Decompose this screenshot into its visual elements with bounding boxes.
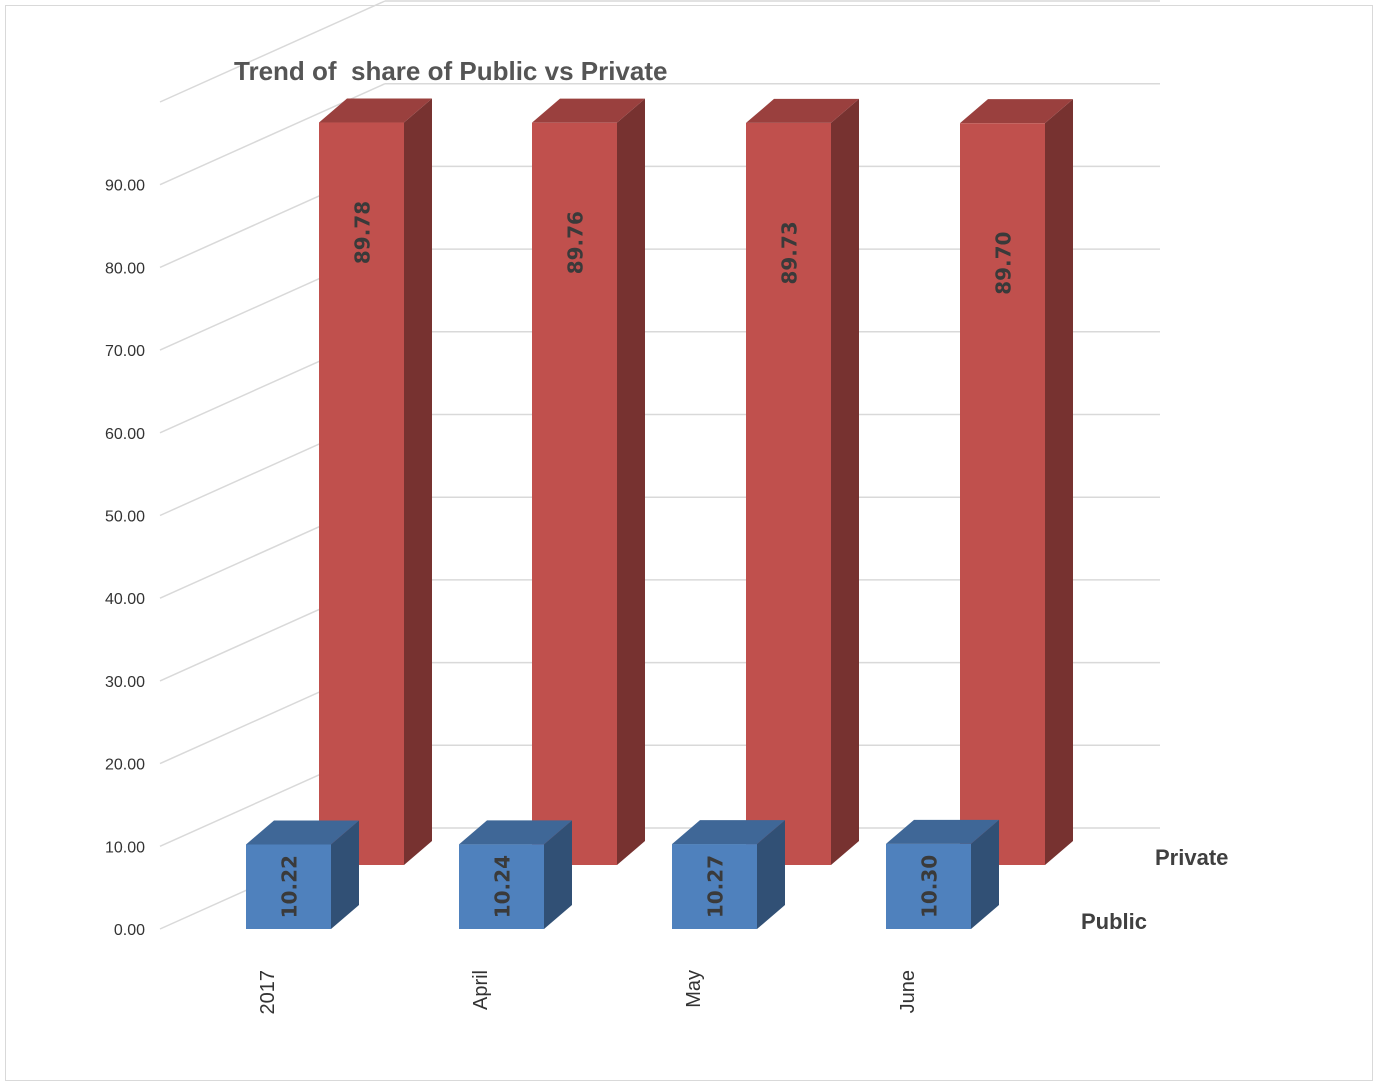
y-tick-label: 20.00 bbox=[105, 757, 145, 774]
y-tick-label: 30.00 bbox=[105, 674, 145, 691]
data-label-private: 89.78 bbox=[351, 201, 375, 264]
y-tick-label: 40.00 bbox=[105, 591, 145, 608]
y-tick-label: 90.00 bbox=[105, 178, 145, 195]
bar-private-front bbox=[532, 122, 617, 865]
series-label-private: Private bbox=[1155, 845, 1228, 870]
bar-private-side bbox=[1045, 99, 1073, 865]
x-tick-label: April bbox=[470, 970, 492, 1010]
y-tick-label: 50.00 bbox=[105, 509, 145, 526]
bar-private-side bbox=[404, 98, 432, 865]
y-axis-ticks: 0.00 10.00 20.00 30.00 40.00 50.00 60.00 70.00 8… bbox=[105, 178, 145, 939]
data-label-private: 89.70 bbox=[992, 232, 1016, 295]
y-tick-label: 70.00 bbox=[105, 343, 145, 360]
bar-public-side bbox=[544, 820, 572, 929]
bar-public-top bbox=[886, 819, 999, 844]
data-label-public: 10.24 bbox=[491, 855, 515, 918]
y-tick-label: 0.00 bbox=[114, 922, 145, 939]
data-label-private: 89.76 bbox=[564, 211, 588, 274]
bar-private-side bbox=[617, 98, 645, 865]
gridline-diagonal bbox=[159, 0, 386, 103]
bar-public-top bbox=[246, 820, 359, 845]
bar-public bbox=[246, 820, 359, 929]
bar-private-top bbox=[532, 98, 645, 123]
y-tick-label: 60.00 bbox=[105, 426, 145, 443]
bar-private bbox=[319, 98, 432, 865]
public-series-bars: 10.22 10.24 10.27 10.30 bbox=[246, 819, 999, 929]
bar-public-front bbox=[886, 843, 971, 929]
bar-private-front bbox=[319, 122, 404, 865]
y-tick-label: 10.00 bbox=[105, 839, 145, 856]
bar-private bbox=[746, 98, 859, 865]
bar-private bbox=[532, 98, 645, 865]
bar-public-side bbox=[331, 820, 359, 929]
private-series-bars: 89.78 89.76 89.73 89.70 bbox=[319, 98, 1073, 865]
data-label-public: 10.30 bbox=[918, 855, 942, 918]
bar-public-top bbox=[459, 820, 572, 845]
bar-public bbox=[459, 820, 572, 929]
bar-private-top bbox=[319, 98, 432, 123]
bar-private-front bbox=[960, 123, 1045, 865]
data-label-public: 10.22 bbox=[278, 855, 302, 918]
x-tick-label: 2017 bbox=[257, 970, 279, 1015]
bar-public-side bbox=[971, 819, 999, 929]
bar-public bbox=[672, 820, 785, 929]
bar-private-top bbox=[746, 98, 859, 123]
data-label-public: 10.27 bbox=[704, 855, 728, 918]
bar-private-front bbox=[746, 122, 831, 865]
bar-public-front bbox=[246, 844, 331, 929]
bar-public-top bbox=[672, 820, 785, 845]
bar-public bbox=[886, 819, 999, 929]
series-label-public: Public bbox=[1081, 909, 1147, 934]
bar-public-front bbox=[459, 844, 544, 929]
x-axis-ticks: 2017 April May June bbox=[257, 970, 919, 1015]
chart-title: Trend of share of Public vs Private bbox=[234, 56, 667, 86]
bar-private bbox=[960, 99, 1073, 865]
x-tick-label: May bbox=[683, 970, 705, 1008]
data-label-private: 89.73 bbox=[778, 221, 802, 284]
x-tick-label: June bbox=[897, 970, 919, 1013]
y-tick-label: 80.00 bbox=[105, 260, 145, 277]
bar-public-side bbox=[757, 820, 785, 929]
bar-private-top bbox=[960, 99, 1073, 124]
bar-public-front bbox=[672, 844, 757, 929]
bar-private-side bbox=[831, 98, 859, 865]
